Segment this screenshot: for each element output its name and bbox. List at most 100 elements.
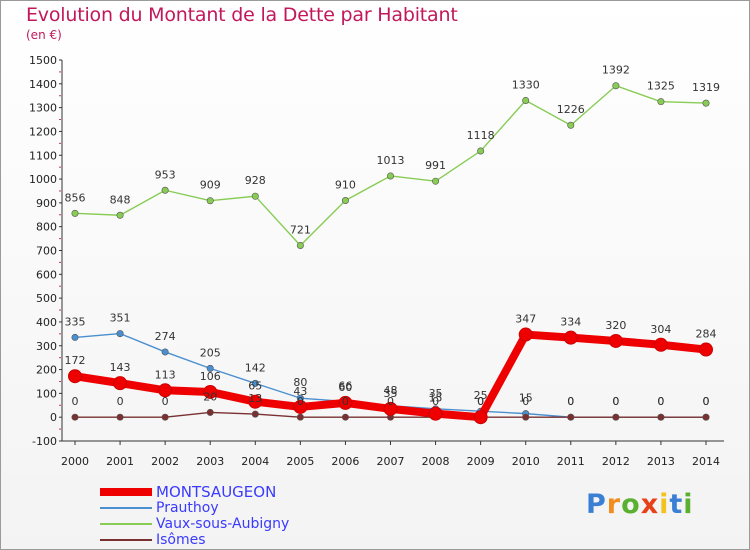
data-label: 274 bbox=[155, 330, 176, 343]
data-label: 0 bbox=[162, 395, 169, 408]
data-label: 66 bbox=[338, 379, 352, 392]
data-point bbox=[522, 413, 530, 421]
data-label: 856 bbox=[65, 191, 86, 204]
data-label: 20 bbox=[203, 390, 217, 403]
data-label: 0 bbox=[72, 395, 79, 408]
data-point bbox=[657, 413, 665, 421]
chart-subtitle: (en €) bbox=[26, 28, 62, 42]
x-tick-label: 2002 bbox=[151, 455, 179, 468]
data-label: 334 bbox=[560, 316, 581, 329]
data-label: 1330 bbox=[512, 78, 540, 91]
legend-swatch-montsaugeon bbox=[100, 488, 152, 496]
data-point bbox=[161, 186, 169, 194]
legend-swatch-prauthoy bbox=[100, 507, 152, 509]
data-label: 0 bbox=[657, 395, 664, 408]
y-tick-label: 600 bbox=[36, 268, 57, 281]
y-tick-label: 100 bbox=[36, 387, 57, 400]
data-label: 0 bbox=[703, 395, 710, 408]
y-tick-label: 900 bbox=[36, 197, 57, 210]
y-tick-label: 200 bbox=[36, 364, 57, 377]
data-label: 106 bbox=[200, 370, 221, 383]
y-tick-label: 0 bbox=[50, 411, 57, 424]
x-tick-label: 2012 bbox=[602, 455, 630, 468]
data-point bbox=[341, 413, 349, 421]
y-minor-tick bbox=[59, 428, 61, 430]
data-label: 1392 bbox=[602, 64, 630, 77]
legend-item-vaux-sous-aubigny: Vaux-sous-Aubigny bbox=[100, 516, 360, 532]
y-minor-tick bbox=[59, 285, 61, 287]
y-minor-tick bbox=[59, 190, 61, 192]
data-point bbox=[653, 337, 668, 352]
x-tick-label: 2009 bbox=[467, 455, 495, 468]
y-tick-label: 1000 bbox=[29, 173, 57, 186]
data-point bbox=[113, 376, 128, 391]
y-tick-label: 1100 bbox=[29, 149, 57, 162]
legend-label-montsaugeon: MONTSAUGEON bbox=[156, 483, 277, 501]
legend-swatch-vaux-sous-aubigny bbox=[100, 523, 152, 525]
x-tick-label: 2001 bbox=[106, 455, 134, 468]
logo-letter: P bbox=[586, 489, 607, 520]
x-tick-label: 2014 bbox=[692, 455, 720, 468]
data-label: 48 bbox=[384, 384, 398, 397]
data-point bbox=[206, 197, 214, 205]
data-label: 1013 bbox=[377, 154, 405, 167]
data-point bbox=[116, 330, 124, 338]
data-point bbox=[702, 99, 710, 107]
data-label: 284 bbox=[696, 328, 717, 341]
data-label: 0 bbox=[612, 395, 619, 408]
data-label: 0 bbox=[387, 395, 394, 408]
data-label: 320 bbox=[605, 319, 626, 332]
data-point bbox=[251, 379, 259, 387]
data-label: 0 bbox=[477, 395, 484, 408]
data-label: 1319 bbox=[692, 81, 720, 94]
data-label: 721 bbox=[290, 223, 311, 236]
data-point bbox=[251, 192, 259, 200]
data-label: 0 bbox=[522, 395, 529, 408]
legend-item-montsaugeon: MONTSAUGEON bbox=[100, 484, 360, 500]
data-point bbox=[699, 342, 713, 357]
data-label: 335 bbox=[65, 315, 86, 328]
data-label: 0 bbox=[657, 395, 664, 408]
data-point bbox=[477, 147, 485, 155]
data-label: 15 bbox=[429, 392, 443, 405]
y-tick-label: -100 bbox=[32, 435, 57, 448]
data-point bbox=[383, 401, 398, 416]
data-point bbox=[608, 333, 623, 348]
chart-title: Evolution du Montant de la Dette par Hab… bbox=[26, 4, 458, 26]
data-label: 205 bbox=[200, 346, 221, 359]
y-minor-tick bbox=[59, 380, 61, 382]
y-minor-tick bbox=[59, 261, 61, 263]
legend-swatch-isomes bbox=[100, 539, 152, 541]
data-point bbox=[341, 196, 349, 204]
data-point bbox=[386, 172, 394, 180]
data-point bbox=[116, 211, 124, 219]
data-point bbox=[612, 82, 620, 90]
data-point bbox=[71, 333, 79, 341]
data-label: 65 bbox=[248, 380, 262, 393]
data-label: 351 bbox=[110, 312, 131, 325]
legend-item-isomes: Isômes bbox=[100, 532, 360, 548]
y-minor-tick bbox=[59, 404, 61, 406]
data-label: 35 bbox=[429, 387, 443, 400]
data-point bbox=[158, 383, 173, 398]
logo-letter: o bbox=[621, 489, 641, 520]
y-tick-label: 1200 bbox=[29, 125, 57, 138]
data-label: 1118 bbox=[467, 129, 495, 142]
y-tick-label: 500 bbox=[36, 292, 57, 305]
data-label: 0 bbox=[477, 395, 484, 408]
logo-letter: r bbox=[606, 489, 622, 520]
data-label: 0 bbox=[432, 395, 439, 408]
data-point bbox=[206, 364, 214, 372]
y-tick-label: 1300 bbox=[29, 102, 57, 115]
data-label: 143 bbox=[110, 361, 131, 374]
y-minor-tick bbox=[59, 166, 61, 168]
data-label: 848 bbox=[110, 193, 131, 206]
data-point bbox=[657, 98, 665, 106]
data-label: 0 bbox=[567, 395, 574, 408]
data-point bbox=[428, 406, 443, 421]
y-tick-label: 1400 bbox=[29, 78, 57, 91]
data-label: 172 bbox=[65, 354, 86, 367]
data-label: 35 bbox=[384, 387, 398, 400]
